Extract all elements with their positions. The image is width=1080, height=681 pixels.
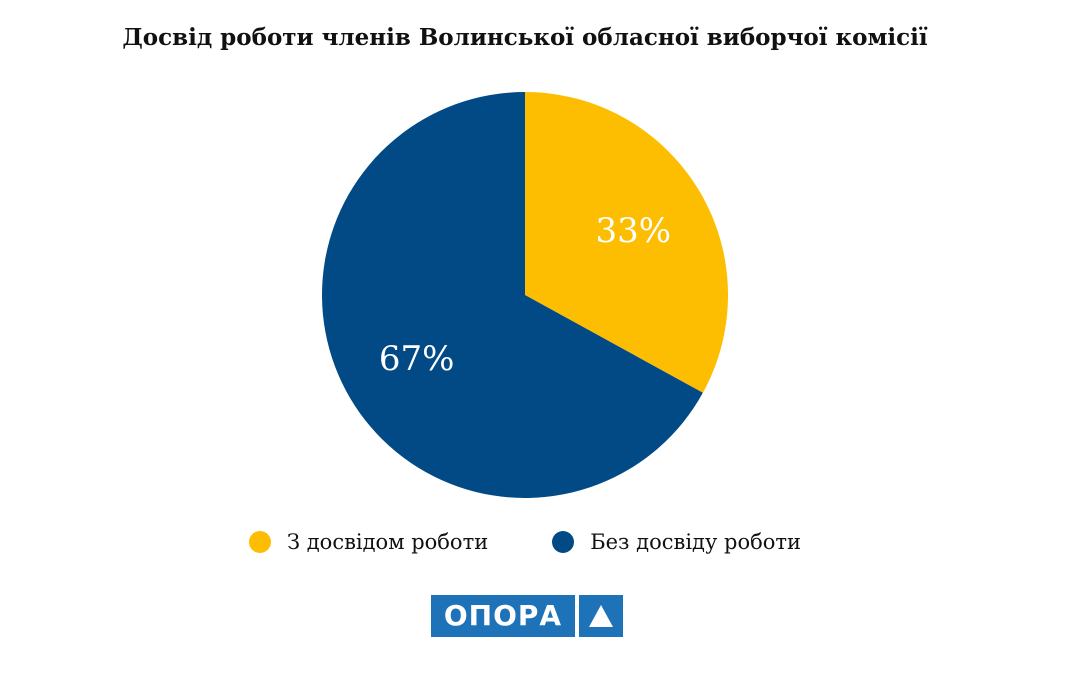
pie-slice-0 [525, 92, 728, 393]
triangle-icon [579, 595, 623, 637]
legend-marker-with-experience [248, 531, 271, 553]
pie-chart: 33% 67% [321, 92, 728, 498]
legend-item-with-experience: З досвідом роботи [248, 530, 489, 554]
legend-item-without-experience: Без досвіду роботи [552, 530, 801, 554]
legend-marker-without-experience [552, 531, 575, 553]
pie-slice-label-0: 33% [596, 211, 672, 251]
opora-logo: ОПОРА [431, 595, 623, 637]
logo-text: ОПОРА [431, 595, 575, 637]
legend-label-without-experience: Без досвіду роботи [590, 530, 801, 554]
chart-title: Досвід роботи членів Волинської обласної… [122, 24, 928, 51]
pie-slice-label-1: 67% [379, 339, 455, 379]
legend-label-with-experience: З досвідом роботи [286, 530, 489, 554]
pie-slice-1 [321, 92, 703, 498]
legend: З досвідом роботи Без досвіду роботи [0, 530, 1050, 554]
